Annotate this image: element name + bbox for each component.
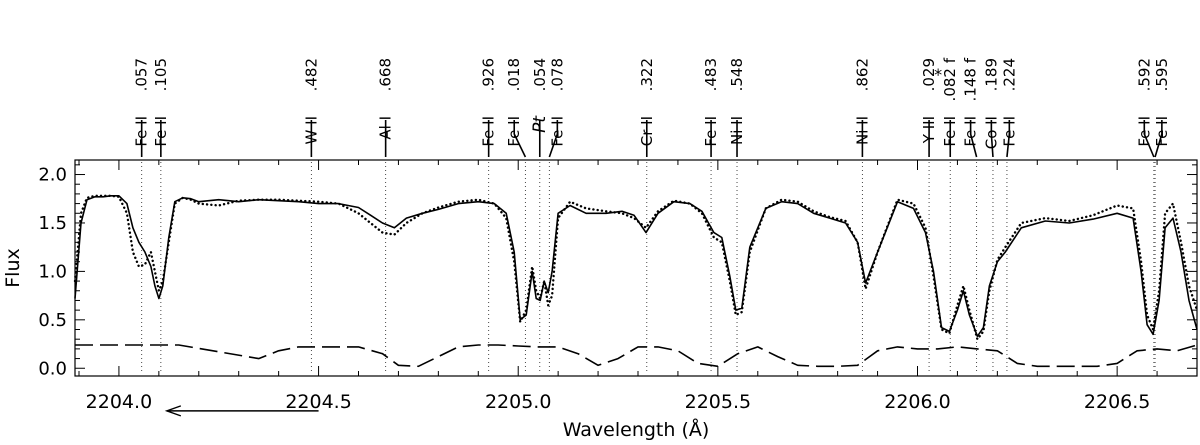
x-tick-label: 2204.5 (285, 391, 351, 413)
y-tick-label: 1.5 (38, 213, 67, 234)
line-wavelength-label: .224 (1000, 58, 1018, 91)
x-tick-label: 2206.5 (1084, 391, 1150, 413)
axis-ticks: 2204.0 2204.5 2205.0 2205.5 2206.0 2206.5 0.0 0… (38, 160, 1198, 413)
line-wavelength-label: .057 (133, 58, 151, 91)
line-wavelength-label: .029 (920, 58, 938, 91)
line-wavelength-label: .054 (531, 58, 549, 91)
line-wavelength-label: .482 (302, 58, 320, 91)
x-axis-label: Wavelength (Å) (563, 418, 710, 441)
line-id-connectors (140, 120, 1163, 158)
line-position-guides (141, 162, 1156, 374)
line-id-connector (513, 120, 527, 158)
y-axis-label: Flux (2, 248, 24, 288)
line-wavelength-label: .926 (480, 58, 498, 91)
line-wavelength-label: .548 (728, 58, 746, 91)
line-id-connector (1143, 120, 1155, 158)
arrow-head (164, 405, 182, 417)
line-id-connector (1154, 120, 1163, 158)
series-solid (74, 195, 1198, 338)
direction-arrow (164, 405, 319, 417)
line-wavelength-label: .595 (1153, 58, 1171, 91)
line-wavelength-label: .322 (638, 58, 656, 91)
line-wavelength-label: .592 (1135, 58, 1153, 91)
series-dotted (73, 194, 1199, 341)
data-series (73, 194, 1199, 368)
plot-frame (74, 159, 1198, 377)
line-wavelength-label: .078 (548, 58, 566, 91)
x-tick-label: 2205.0 (485, 391, 551, 413)
line-wavelength-label: .862 (853, 58, 871, 91)
line-wavelength-label: .483 (702, 58, 720, 91)
line-wavelength-label: .105 (152, 58, 170, 91)
line-id-mark: * (934, 65, 942, 84)
line-wavelength-label: .189 (982, 58, 1000, 91)
x-tick-label: 2204.0 (86, 391, 152, 413)
x-tick-label: 2206.0 (884, 391, 950, 413)
y-tick-label: 0.5 (38, 310, 67, 331)
series-dashed (75, 344, 1198, 368)
line-id-connector (1006, 120, 1011, 158)
y-tick-label: 1.0 (38, 261, 67, 282)
line-wavelength-label: .148 f (962, 57, 980, 101)
line-id-connector (990, 120, 994, 158)
line-id-connector (548, 120, 559, 158)
y-tick-label: 0.0 (38, 358, 67, 379)
y-tick-label: 2.0 (38, 165, 67, 186)
line-wavelength-label: .668 (377, 58, 395, 91)
line-id-connector (969, 120, 978, 158)
x-tick-label: 2205.5 (685, 391, 751, 413)
line-wavelength-label: .082 f (941, 57, 959, 101)
line-wavelength-label: .018 (505, 58, 523, 91)
